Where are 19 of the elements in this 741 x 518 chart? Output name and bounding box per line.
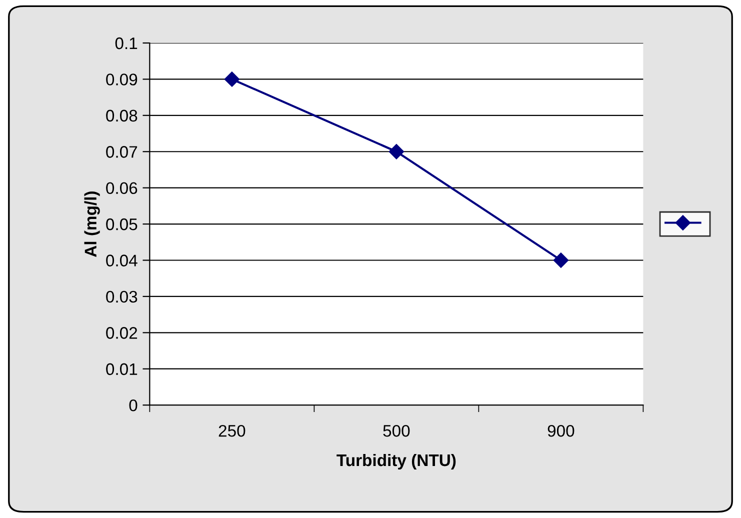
x-tick-label: 500 — [383, 424, 410, 437]
y-tick-label: 0 — [129, 399, 138, 412]
y-tick-label: 0.07 — [106, 146, 138, 158]
y-tick-label: 0.04 — [106, 254, 138, 266]
y-tick-label: 0.08 — [106, 110, 138, 122]
y-tick-label: 0.02 — [106, 327, 138, 339]
y-tick-label: 0.01 — [106, 363, 138, 376]
y-tick-label: 0.09 — [106, 74, 138, 86]
x-tick-label: 900 — [548, 424, 574, 437]
point — [388, 144, 404, 160]
y-tick-label: 0.03 — [106, 290, 138, 303]
y-axis-title: Al (mg/l) — [84, 192, 100, 257]
x-tick-label: 250 — [218, 424, 246, 437]
y-tick-label: 0.06 — [106, 182, 138, 194]
point — [553, 252, 569, 268]
point — [224, 72, 240, 87]
y-tick-label: 0.05 — [106, 218, 138, 230]
y-tick-label: 0.1 — [115, 37, 138, 50]
x-axis-title: Turbidity (NTU) — [336, 454, 456, 470]
